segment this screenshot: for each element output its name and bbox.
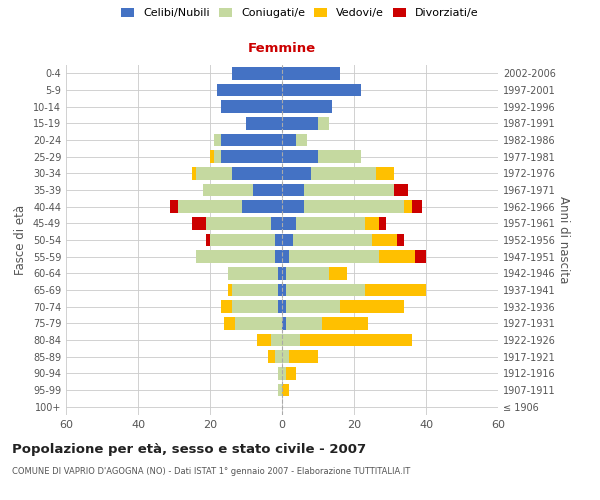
Bar bbox=[282, 217, 296, 230]
Text: Femmine: Femmine bbox=[248, 42, 316, 54]
Bar bbox=[318, 117, 329, 130]
Bar bbox=[275, 350, 282, 363]
Bar bbox=[304, 200, 404, 213]
Bar bbox=[282, 367, 286, 380]
Bar bbox=[253, 184, 282, 196]
Bar bbox=[282, 167, 311, 179]
Bar bbox=[304, 184, 394, 196]
Bar bbox=[232, 300, 278, 313]
Bar bbox=[278, 300, 282, 313]
Bar bbox=[221, 134, 282, 146]
Bar bbox=[192, 167, 196, 179]
Bar bbox=[286, 267, 329, 280]
Bar bbox=[210, 150, 214, 163]
Bar bbox=[196, 250, 275, 263]
Bar bbox=[286, 367, 296, 380]
Bar bbox=[232, 67, 282, 80]
Bar bbox=[214, 150, 221, 163]
Bar bbox=[376, 167, 394, 179]
Bar bbox=[221, 150, 282, 163]
Bar bbox=[282, 134, 296, 146]
Bar bbox=[282, 100, 332, 113]
Bar bbox=[282, 300, 286, 313]
Bar bbox=[286, 284, 365, 296]
Bar bbox=[278, 384, 282, 396]
Bar bbox=[340, 300, 404, 313]
Bar bbox=[235, 317, 282, 330]
Bar bbox=[278, 284, 282, 296]
Bar bbox=[412, 200, 422, 213]
Bar bbox=[268, 350, 275, 363]
Bar bbox=[282, 317, 286, 330]
Bar bbox=[286, 300, 340, 313]
Bar bbox=[228, 284, 232, 296]
Bar bbox=[221, 100, 282, 113]
Bar bbox=[217, 84, 282, 96]
Text: COMUNE DI VAPRIO D'AGOGNA (NO) - Dati ISTAT 1° gennaio 2007 - Elaborazione TUTTI: COMUNE DI VAPRIO D'AGOGNA (NO) - Dati IS… bbox=[12, 468, 410, 476]
Bar bbox=[286, 317, 322, 330]
Text: Popolazione per età, sesso e stato civile - 2007: Popolazione per età, sesso e stato civil… bbox=[12, 442, 366, 456]
Bar bbox=[404, 200, 412, 213]
Bar bbox=[397, 234, 404, 246]
Bar bbox=[178, 200, 242, 213]
Bar bbox=[282, 117, 318, 130]
Bar bbox=[282, 84, 361, 96]
Bar bbox=[282, 250, 289, 263]
Bar bbox=[394, 184, 408, 196]
Bar bbox=[379, 217, 386, 230]
Y-axis label: Anni di nascita: Anni di nascita bbox=[557, 196, 569, 284]
Bar bbox=[289, 350, 318, 363]
Bar bbox=[282, 267, 286, 280]
Bar bbox=[282, 284, 286, 296]
Bar bbox=[206, 217, 271, 230]
Bar bbox=[203, 184, 253, 196]
Bar bbox=[311, 167, 376, 179]
Bar bbox=[228, 267, 278, 280]
Bar bbox=[170, 200, 178, 213]
Bar bbox=[365, 284, 426, 296]
Bar bbox=[282, 234, 293, 246]
Bar bbox=[282, 184, 304, 196]
Bar bbox=[282, 350, 289, 363]
Bar bbox=[232, 284, 278, 296]
Bar bbox=[232, 167, 282, 179]
Bar bbox=[242, 200, 282, 213]
Bar bbox=[196, 167, 232, 179]
Bar bbox=[224, 317, 235, 330]
Bar bbox=[210, 234, 275, 246]
Bar bbox=[257, 334, 271, 346]
Bar bbox=[282, 150, 318, 163]
Bar bbox=[246, 117, 282, 130]
Y-axis label: Fasce di età: Fasce di età bbox=[14, 205, 27, 275]
Legend: Celibi/Nubili, Coniugati/e, Vedovi/e, Divorziati/e: Celibi/Nubili, Coniugati/e, Vedovi/e, Di… bbox=[119, 6, 481, 20]
Bar bbox=[278, 267, 282, 280]
Bar bbox=[282, 384, 289, 396]
Bar bbox=[206, 234, 210, 246]
Bar bbox=[296, 134, 307, 146]
Bar bbox=[300, 334, 412, 346]
Bar bbox=[282, 67, 340, 80]
Bar bbox=[271, 217, 282, 230]
Bar bbox=[278, 367, 282, 380]
Bar bbox=[192, 217, 206, 230]
Bar bbox=[282, 334, 300, 346]
Bar bbox=[214, 134, 221, 146]
Bar bbox=[289, 250, 379, 263]
Bar bbox=[275, 234, 282, 246]
Bar bbox=[322, 317, 368, 330]
Bar bbox=[282, 200, 304, 213]
Bar bbox=[318, 150, 361, 163]
Bar bbox=[271, 334, 282, 346]
Bar bbox=[296, 217, 365, 230]
Bar bbox=[293, 234, 372, 246]
Bar bbox=[415, 250, 426, 263]
Bar bbox=[372, 234, 397, 246]
Bar bbox=[221, 300, 232, 313]
Bar bbox=[365, 217, 379, 230]
Bar bbox=[275, 250, 282, 263]
Bar bbox=[329, 267, 347, 280]
Bar bbox=[379, 250, 415, 263]
